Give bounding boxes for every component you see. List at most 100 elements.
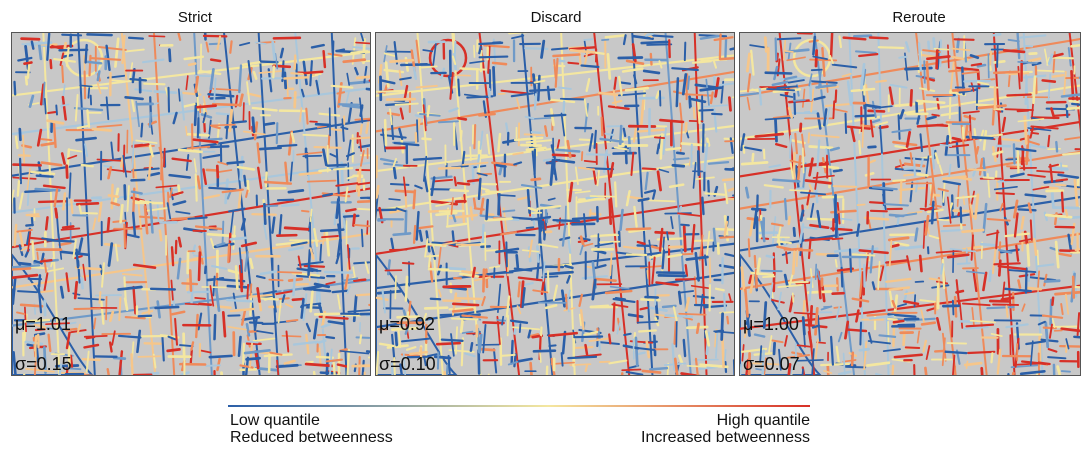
road-segment <box>242 102 245 122</box>
road-segment <box>25 368 55 373</box>
road-segment <box>532 289 549 294</box>
road-segment <box>452 74 472 77</box>
road-segment <box>238 64 243 94</box>
road-segment <box>84 143 89 157</box>
road-segment <box>239 368 258 372</box>
road-segment <box>453 176 457 187</box>
road-segment <box>328 348 333 375</box>
road-segment <box>762 275 776 278</box>
road-segment <box>418 225 434 230</box>
road-segment <box>18 192 24 210</box>
road-segment <box>604 132 615 137</box>
road-segment <box>583 242 594 247</box>
road-segment <box>1063 70 1067 98</box>
road-segment <box>180 91 186 121</box>
road-segment <box>430 176 436 197</box>
road-segment <box>574 190 591 194</box>
road-segment <box>82 263 87 282</box>
road-segment <box>202 168 208 186</box>
road-segment <box>376 155 379 179</box>
road-segment <box>136 329 142 354</box>
road-segment <box>37 199 68 204</box>
road-segment <box>469 341 474 352</box>
road-segment <box>937 187 949 193</box>
road-segment <box>578 138 593 142</box>
road-segment <box>376 89 405 93</box>
road-segment <box>527 333 540 338</box>
road-segment <box>303 264 326 268</box>
road-segment <box>831 291 845 296</box>
road-segment <box>350 50 369 55</box>
road-segment <box>867 219 872 230</box>
road-segment <box>17 56 33 62</box>
road-segment <box>858 52 879 58</box>
road-segment <box>530 116 553 120</box>
road-segment <box>517 357 533 363</box>
road-segment <box>221 188 244 194</box>
road-segment <box>636 320 659 324</box>
road-segment <box>17 290 38 294</box>
road-segment <box>355 75 370 80</box>
road-segment <box>903 173 917 177</box>
road-segment <box>592 264 607 270</box>
road-segment <box>232 225 236 250</box>
road-segment <box>776 234 782 249</box>
road-segment <box>13 80 17 96</box>
road-segment <box>1027 173 1046 178</box>
road-segment <box>211 265 228 270</box>
road-segment <box>916 330 921 344</box>
road-segment <box>832 100 836 120</box>
road-segment <box>820 305 833 311</box>
road-segment <box>962 110 980 114</box>
road-segment <box>1030 125 1059 130</box>
road-segment <box>210 124 221 130</box>
road-segment <box>12 266 32 271</box>
road-segment <box>640 298 661 302</box>
road-segment <box>580 64 600 69</box>
road-segment <box>396 315 420 319</box>
road-segment <box>866 361 891 367</box>
street-segment <box>416 33 444 375</box>
road-segment <box>668 183 685 189</box>
road-segment <box>75 136 97 142</box>
road-segment <box>415 210 420 241</box>
panel-title-discard: Discard <box>530 9 582 26</box>
road-segment <box>288 246 304 252</box>
road-segment <box>484 231 487 261</box>
road-segment <box>872 186 898 191</box>
road-segment <box>632 338 635 360</box>
road-segment <box>342 214 360 218</box>
road-segment <box>520 184 543 190</box>
road-segment <box>712 60 718 69</box>
road-segment <box>991 150 1004 156</box>
road-segment <box>394 275 397 300</box>
road-segment <box>25 223 34 227</box>
road-segment <box>922 339 928 353</box>
road-segment <box>1060 191 1065 213</box>
road-segment <box>705 78 710 108</box>
road-segment <box>463 93 490 99</box>
road-segment <box>464 352 476 358</box>
road-segment <box>287 189 305 194</box>
road-segment <box>249 283 253 297</box>
avenue-segment <box>12 87 370 136</box>
road-segment <box>567 61 580 65</box>
road-segment <box>560 352 564 367</box>
road-segment <box>106 216 111 233</box>
road-segment <box>814 338 819 362</box>
road-segment <box>61 95 67 121</box>
road-segment <box>869 119 874 138</box>
road-segment <box>35 174 54 178</box>
road-segment <box>193 102 198 127</box>
road-segment <box>123 223 127 249</box>
road-segment <box>412 66 418 81</box>
road-segment <box>796 155 802 181</box>
road-segment <box>1023 44 1034 48</box>
road-segment <box>941 175 967 180</box>
road-segment <box>856 223 861 237</box>
road-segment <box>418 112 441 117</box>
road-segment <box>779 93 794 98</box>
road-segment <box>358 355 361 375</box>
road-segment <box>422 104 427 132</box>
road-segment <box>560 289 566 308</box>
